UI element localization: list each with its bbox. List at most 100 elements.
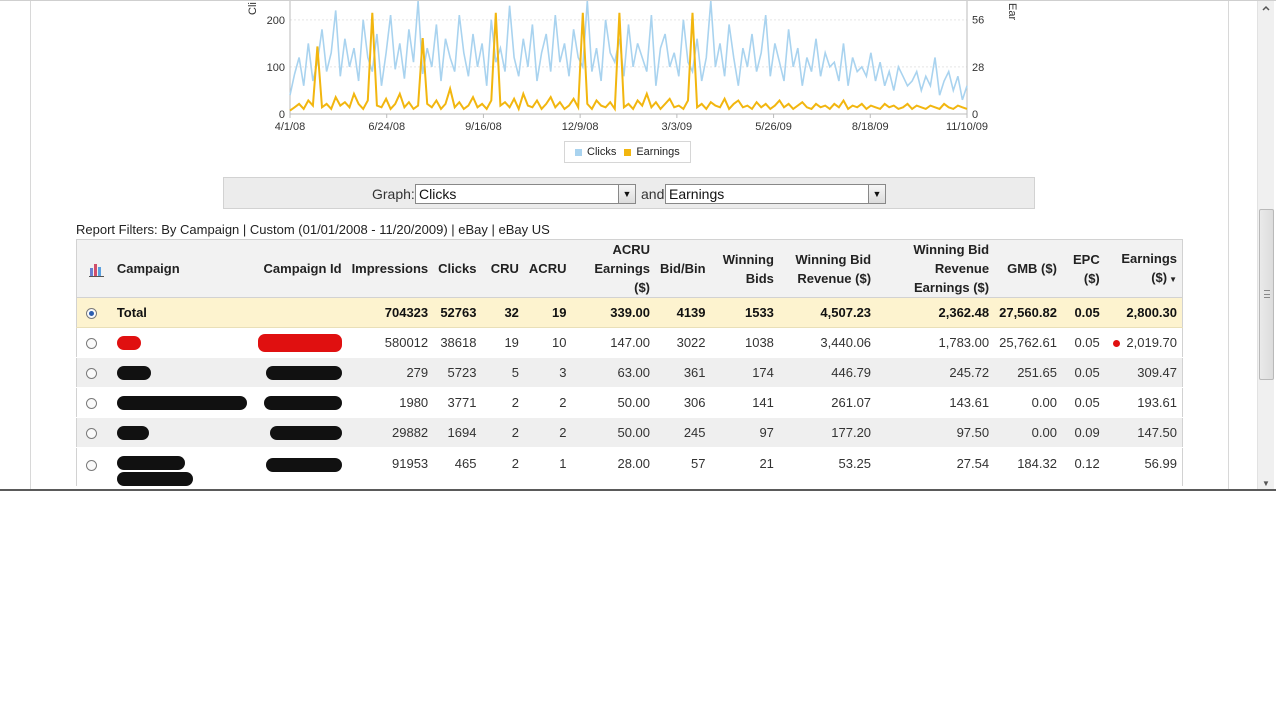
- earnings-header[interactable]: Earnings ($) ▼: [1104, 239, 1183, 298]
- campaign-id-cell: [252, 327, 347, 358]
- graph-metric-select-1[interactable]: Clicks ▼: [415, 184, 636, 204]
- acru-earnings-cell: 50.00: [571, 417, 656, 448]
- bid-bin-cell: 245: [655, 417, 711, 448]
- status-dot: [1113, 340, 1121, 348]
- impressions-cell: 704323: [346, 297, 434, 328]
- acru-earnings-header[interactable]: ACRU Earnings ($): [571, 239, 656, 298]
- winning-bid-revenue-header[interactable]: Winning Bid Revenue ($): [778, 239, 877, 298]
- earnings-header-line2: ($): [1151, 269, 1168, 285]
- cru-cell: 19: [481, 327, 524, 358]
- vertical-scrollbar[interactable]: ▼: [1257, 1, 1274, 489]
- bid-bin-header-label: Bid/Bin: [660, 261, 706, 276]
- right-axis-title: Ear: [1006, 3, 1018, 20]
- y2-tick-label: 28: [972, 62, 984, 74]
- earnings-cell: 193.61: [1104, 387, 1183, 418]
- winning-bids-header[interactable]: Winning Bids: [710, 239, 779, 298]
- wbre-cell: 1,783.00: [876, 327, 995, 358]
- row-select-cell: [76, 327, 112, 358]
- y-tick-label: 0: [279, 109, 285, 121]
- chevron-down-icon[interactable]: ▼: [618, 185, 635, 203]
- epc-cell: 0.05: [1061, 327, 1105, 358]
- wbr-cell: 53.25: [778, 447, 877, 488]
- wbre-header-line2: Earnings ($): [913, 280, 990, 295]
- winning-bid-revenue-earnings-header[interactable]: Winning Bid Revenue Earnings ($): [876, 239, 995, 298]
- x-tick-label: 11/10/09: [946, 121, 988, 133]
- redacted-mark: [116, 396, 247, 411]
- scroll-down-icon[interactable]: ▼: [1262, 479, 1270, 488]
- clicks-header-label: Clicks: [438, 261, 477, 276]
- earnings-value: 2,019.70: [1126, 335, 1177, 350]
- epc-cell: 0.05: [1061, 357, 1105, 388]
- campaign-header-label: Campaign: [116, 261, 180, 276]
- wbre-header-line1: Winning Bid Revenue: [913, 242, 990, 276]
- row-radio[interactable]: [86, 308, 97, 320]
- wbr-cell: 261.07: [778, 387, 877, 418]
- clicks-cell: 465: [433, 447, 482, 488]
- x-tick-label: 6/24/08: [368, 121, 405, 133]
- earnings-cell: 147.50: [1104, 417, 1183, 448]
- epc-header-line2: ($): [1083, 270, 1100, 286]
- legend-swatch-earnings: [624, 148, 632, 156]
- table-row[interactable]: 580012 38618 19 10 147.00 3022 1038 3,44…: [76, 327, 1183, 358]
- campaign-id-cell: [252, 297, 347, 328]
- cru-header[interactable]: CRU: [481, 239, 524, 298]
- earnings-cell: 2,800.30: [1104, 297, 1183, 328]
- grip-icon: [1264, 290, 1270, 298]
- graph-metric-select-1-value: Clicks: [419, 186, 457, 202]
- winning-bids-cell: 1533: [710, 297, 779, 328]
- gmb-cell: 184.32: [994, 447, 1062, 488]
- acru-header-label: ACRU: [528, 261, 567, 276]
- earnings-cell: 309.47: [1104, 357, 1183, 388]
- legend-item-earnings[interactable]: Earnings: [624, 146, 680, 158]
- campaign-header[interactable]: Campaign: [111, 239, 253, 298]
- bid-bin-cell: 306: [655, 387, 711, 418]
- clicks-header[interactable]: Clicks: [433, 239, 482, 298]
- campaign-id-cell: [252, 357, 347, 388]
- wbre-cell: 27.54: [876, 447, 995, 488]
- impressions-header[interactable]: Impressions: [346, 239, 434, 298]
- table-row[interactable]: 279 5723 5 3 63.00 361 174 446.79 245.72…: [76, 357, 1183, 388]
- table-row[interactable]: 91953 465 2 1 28.00 57 21 53.25 27.54 18…: [76, 447, 1183, 488]
- legend-item-clicks[interactable]: Clicks: [575, 146, 616, 158]
- campaign-id-header[interactable]: Campaign Id: [252, 239, 347, 298]
- table-row[interactable]: 1980 3771 2 2 50.00 306 141 261.07 143.6…: [76, 387, 1183, 418]
- graph-metric-select-2[interactable]: Earnings ▼: [665, 184, 886, 204]
- cru-cell: 5: [481, 357, 524, 388]
- winning-bids-cell: 174: [710, 357, 779, 388]
- scrollbar-thumb[interactable]: [1259, 209, 1274, 380]
- chart-lines: [289, 1, 968, 112]
- bid-bin-cell: 3022: [655, 327, 711, 358]
- winning-bids-header-line1: Winning: [722, 251, 774, 267]
- y-tick-label: 200: [267, 15, 285, 27]
- winning-bids-header-line2: Bids: [745, 270, 774, 286]
- chevron-down-icon[interactable]: ▼: [868, 185, 885, 203]
- acru-earnings-cell: 63.00: [571, 357, 656, 388]
- gmb-cell: 0.00: [994, 387, 1062, 418]
- bid-bin-cell: 57: [655, 447, 711, 488]
- total-row: Total 704323 52763 32 19 339.00 4139 153…: [76, 297, 1183, 328]
- x-tick-label: 5/26/09: [755, 121, 792, 133]
- row-radio[interactable]: [86, 338, 97, 350]
- acru-cell: 3: [523, 357, 572, 388]
- acru-header[interactable]: ACRU: [523, 239, 572, 298]
- winning-bid-revenue-header-line2: Revenue ($): [797, 270, 872, 286]
- row-radio[interactable]: [86, 368, 97, 380]
- campaign-cell: [111, 327, 253, 358]
- gmb-header[interactable]: GMB ($): [994, 239, 1062, 298]
- row-radio[interactable]: [86, 398, 97, 410]
- epc-header[interactable]: EPC ($): [1061, 239, 1105, 298]
- impressions-cell: 279: [346, 357, 434, 388]
- earnings-header-line1: Earnings: [1121, 250, 1177, 266]
- scroll-up-icon[interactable]: [1258, 1, 1274, 17]
- bid-bin-header[interactable]: Bid/Bin: [655, 239, 711, 298]
- acru-earnings-header-line2: Earnings ($): [594, 261, 651, 295]
- row-radio[interactable]: [86, 460, 97, 472]
- bar-chart-icon[interactable]: [89, 263, 105, 277]
- winning-bids-cell: 141: [710, 387, 779, 418]
- gmb-cell: 251.65: [994, 357, 1062, 388]
- row-radio[interactable]: [86, 428, 97, 440]
- redacted-mark: [257, 333, 342, 352]
- epc-cell: 0.05: [1061, 387, 1105, 418]
- table-row[interactable]: 29882 1694 2 2 50.00 245 97 177.20 97.50…: [76, 417, 1183, 448]
- cru-cell: 2: [481, 447, 524, 488]
